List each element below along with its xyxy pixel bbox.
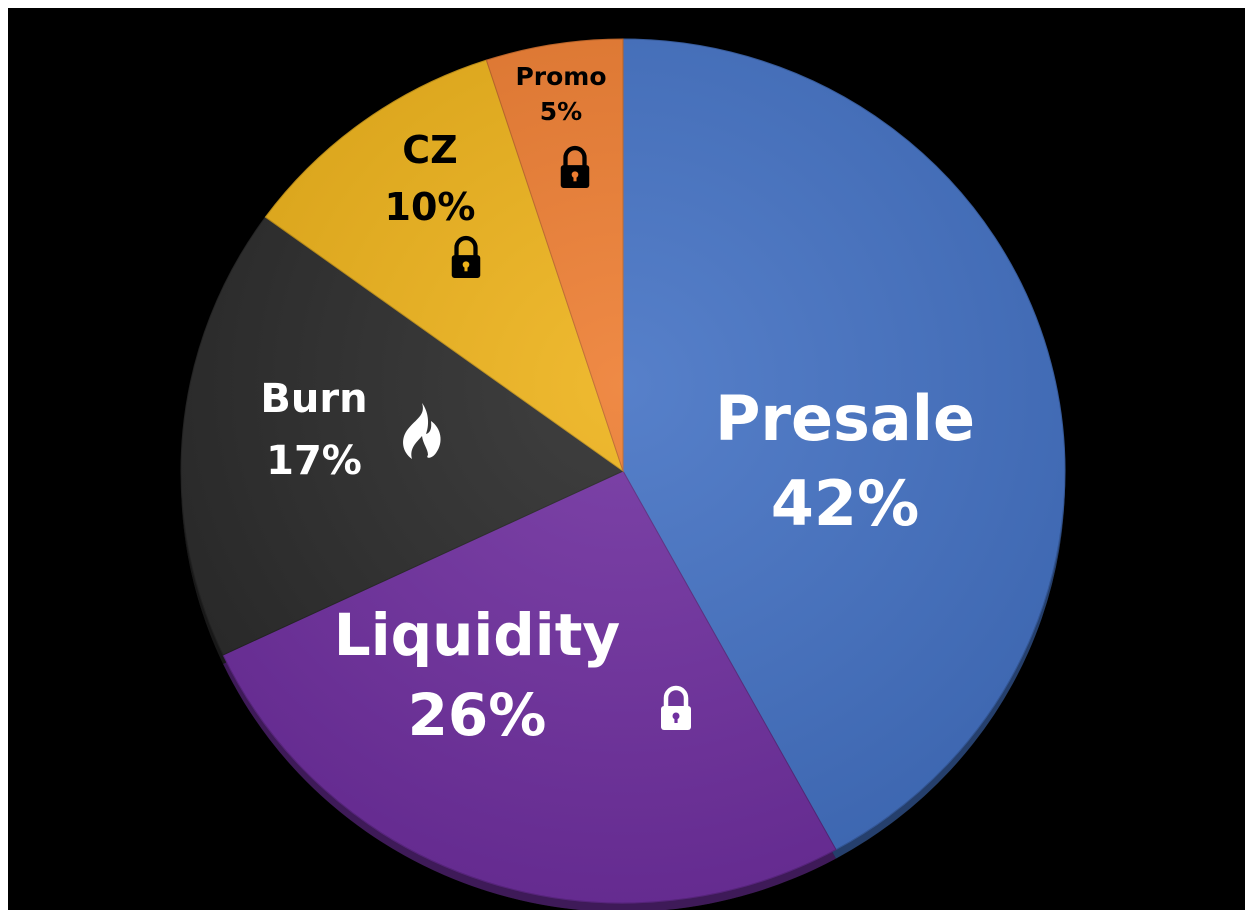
slice-name-label: Presale bbox=[715, 382, 975, 455]
slice-value-label: 5% bbox=[540, 97, 582, 126]
lock-icon bbox=[451, 235, 481, 278]
slice-name-label: Burn bbox=[260, 376, 367, 422]
fire-icon bbox=[403, 403, 441, 459]
slice-name-label: Liquidity bbox=[334, 601, 620, 669]
chart-background: Presale 42% Liquidity 26% Burn 17% CZ 10% Promo 5… bbox=[8, 8, 1245, 910]
lock-icon bbox=[560, 145, 590, 188]
slice-name-label: CZ bbox=[402, 128, 457, 172]
slice-value-label: 10% bbox=[385, 185, 476, 229]
slice-value-label: 17% bbox=[266, 438, 362, 484]
slice-value-label: 42% bbox=[771, 467, 919, 540]
slice-value-label: 26% bbox=[408, 681, 547, 749]
pie-labels: Presale 42% Liquidity 26% Burn 17% CZ 10% Promo 5… bbox=[260, 62, 975, 749]
pie-chart: Presale 42% Liquidity 26% Burn 17% CZ 10% Promo 5… bbox=[180, 38, 1066, 910]
lock-icon bbox=[661, 685, 691, 730]
slice-name-label: Promo bbox=[515, 62, 606, 91]
